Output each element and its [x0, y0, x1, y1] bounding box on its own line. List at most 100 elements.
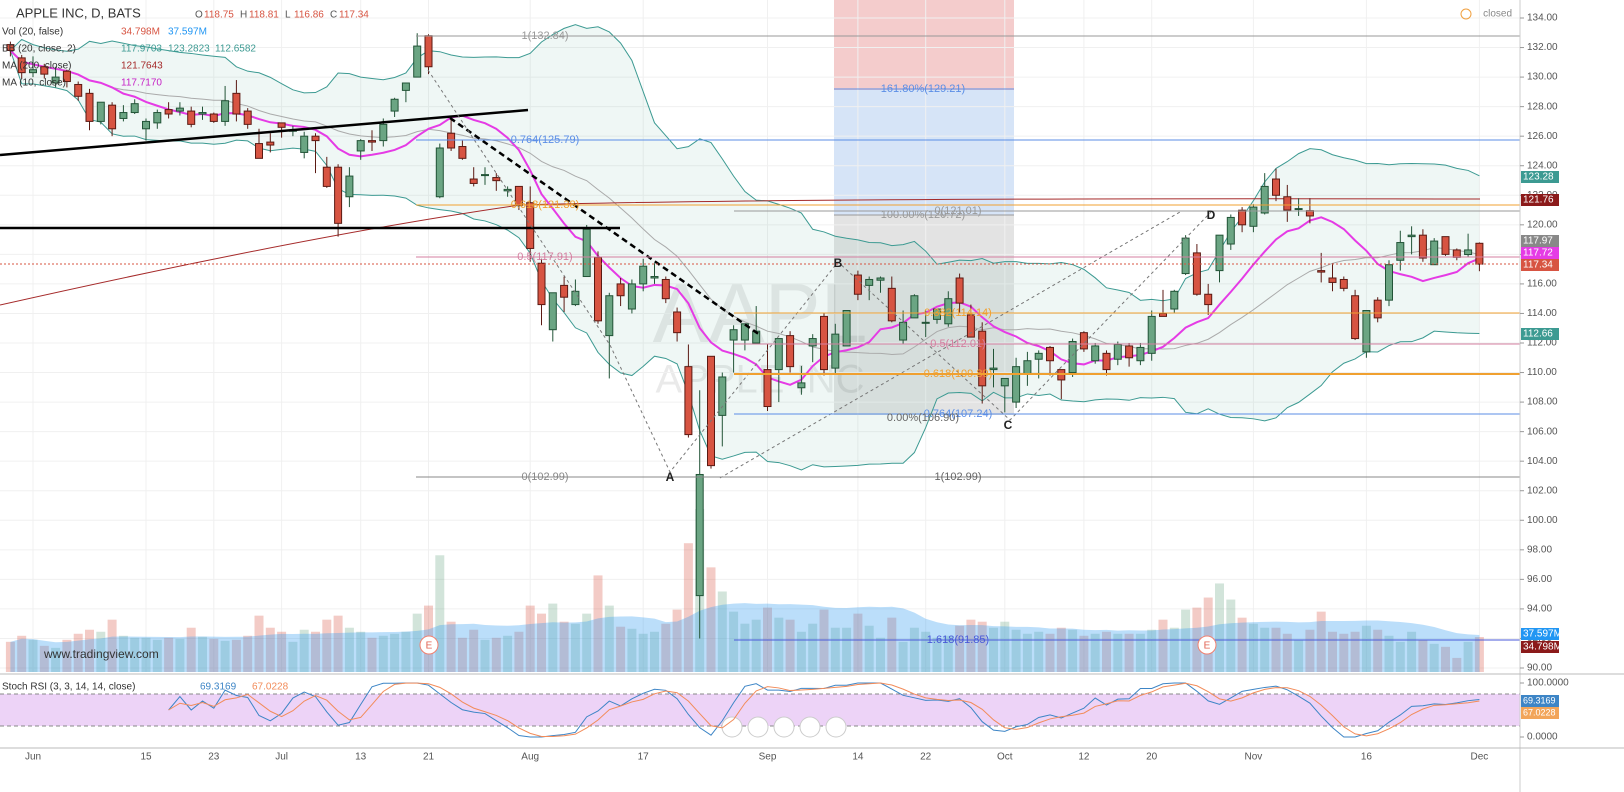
volume-bar — [537, 613, 546, 672]
candle-body — [198, 112, 207, 115]
nav-button[interactable] — [721, 716, 743, 738]
fib-label: 1(132.84) — [521, 30, 568, 42]
candle-body — [1068, 341, 1077, 374]
nav-button[interactable] — [799, 716, 821, 738]
candle-body — [865, 278, 874, 286]
volume-bar — [774, 617, 784, 672]
volume-bar — [457, 637, 467, 672]
candle-body — [51, 76, 60, 84]
candle-body — [1000, 377, 1009, 387]
candle-body — [978, 330, 987, 387]
volume-bar — [1068, 629, 1078, 672]
candle-body — [763, 369, 772, 408]
candle-body — [74, 83, 83, 97]
volume-bar — [141, 637, 151, 672]
legend-value: 37.597M — [168, 27, 207, 38]
x-tick-label: Sep — [759, 752, 777, 763]
volume-bar — [401, 631, 411, 672]
candle-body — [1430, 240, 1439, 266]
candle-body — [1192, 252, 1201, 295]
candle-body — [786, 335, 795, 368]
volume-bar — [1294, 639, 1304, 672]
pattern-line — [427, 69, 1212, 473]
volume-bar — [73, 633, 83, 672]
nav-button[interactable] — [825, 716, 847, 738]
candle-body — [1283, 196, 1292, 211]
candle-body — [1385, 264, 1393, 301]
candle-body — [1023, 360, 1032, 375]
candle-body — [469, 178, 478, 184]
volume-bar — [706, 567, 716, 672]
candle-body — [413, 45, 422, 78]
y-tick-label: 128.00 — [1527, 101, 1558, 112]
x-tick-label: 20 — [1146, 752, 1158, 763]
volume-bar — [164, 637, 174, 672]
volume-bar — [1407, 631, 1417, 672]
nav-button[interactable] — [773, 716, 795, 738]
fib-label: 0.5(112.01) — [930, 338, 985, 350]
volume-bar — [1203, 597, 1213, 672]
x-tick-label: Nov — [1245, 752, 1263, 763]
price-tag-label: 117.97 — [1523, 236, 1553, 247]
y-tick-label: 94.00 — [1527, 604, 1552, 615]
volume-bar — [1090, 633, 1100, 672]
candle-body — [142, 120, 150, 130]
ma200 — [0, 198, 1481, 306]
nav-buttons — [721, 716, 847, 738]
volume-bar — [51, 647, 61, 672]
rsi-lines — [168, 682, 1480, 738]
candle-body — [1328, 277, 1337, 283]
candle-body — [1362, 310, 1371, 353]
y-tick-label: 90.00 — [1527, 663, 1552, 674]
candle-body — [175, 107, 184, 112]
nav-button[interactable] — [747, 716, 769, 738]
volume-bar — [1079, 635, 1089, 672]
price-tag-label: 37.597M — [1523, 629, 1562, 640]
legend-name: MA (200, close) — [2, 61, 71, 72]
candle-body — [1147, 315, 1156, 354]
volume-bar — [1328, 631, 1337, 672]
candle-body — [153, 112, 162, 124]
price-tag — [1521, 235, 1559, 247]
volume-bar — [830, 627, 840, 672]
volume-bar — [1113, 633, 1123, 672]
trend-line — [0, 108, 529, 157]
volume-bar — [1474, 636, 1484, 672]
volume-bar — [570, 623, 580, 672]
pattern-line — [719, 211, 1181, 479]
volume-bar — [356, 631, 366, 672]
volume-bar — [683, 543, 693, 672]
candle-body — [1272, 178, 1280, 196]
volume-bar — [514, 631, 524, 672]
volume-bar — [5, 641, 15, 672]
candle-body — [130, 103, 139, 114]
price-tag — [1521, 707, 1559, 719]
candle-body — [108, 104, 117, 130]
candle-body — [1351, 295, 1360, 340]
volume-bar — [1000, 621, 1010, 672]
candle-body — [831, 333, 840, 369]
volume-bar — [1034, 631, 1044, 672]
site-label: www.tradingview.com — [43, 647, 159, 661]
volume-bar — [209, 638, 219, 672]
market-status: closed — [1483, 9, 1512, 20]
volume-bar — [469, 629, 479, 672]
candle-body — [119, 112, 128, 119]
volume-bar — [966, 619, 976, 672]
x-tick-label: 23 — [208, 752, 220, 763]
candle-body — [62, 70, 71, 83]
volume-bar — [1181, 609, 1191, 672]
volume-bar — [1147, 629, 1157, 672]
volume-bar — [785, 619, 795, 672]
candle-body — [40, 66, 49, 75]
candle-body — [650, 276, 659, 279]
candle-body — [1249, 206, 1258, 227]
candle-body — [447, 132, 456, 149]
volume-bar — [955, 625, 965, 672]
rsi-pane — [0, 682, 1520, 738]
candle-body — [639, 265, 648, 285]
volume-bar — [17, 635, 27, 672]
candle-body — [1317, 270, 1326, 273]
volume-bar — [288, 641, 298, 672]
volume-bar — [921, 631, 931, 672]
